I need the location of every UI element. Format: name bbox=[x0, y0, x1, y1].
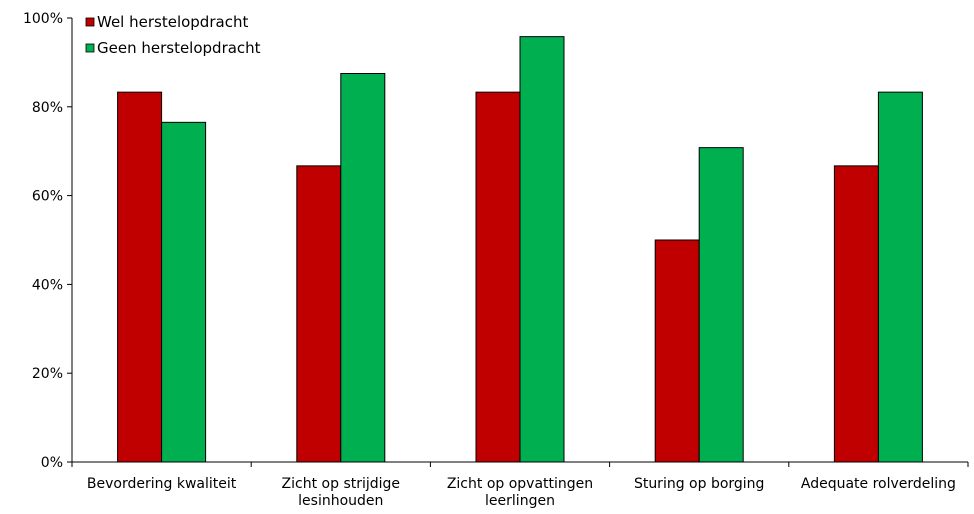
category-label: Adequate rolverdeling bbox=[801, 476, 956, 492]
y-tick-label: 60% bbox=[32, 189, 63, 205]
bar-geen-herstelopdracht-3 bbox=[698, 147, 744, 463]
legend-label: Wel herstelopdracht bbox=[97, 13, 248, 31]
legend-swatch bbox=[85, 43, 95, 53]
axes bbox=[71, 18, 969, 467]
bar-geen-herstelopdracht-4 bbox=[877, 91, 923, 463]
bar-geen-herstelopdracht-2 bbox=[519, 36, 565, 463]
bar-geen-herstelopdracht-0 bbox=[161, 121, 207, 463]
bar-wel-herstelopdracht-4 bbox=[833, 165, 879, 463]
x-axis-categories: Bevordering kwaliteit Zicht op strijdige l… bbox=[87, 476, 956, 509]
y-tick-label: 0% bbox=[41, 455, 63, 471]
category-label: Zicht op opvattingen leerlingen bbox=[447, 476, 593, 509]
bar-wel-herstelopdracht-2 bbox=[475, 91, 521, 463]
y-tick-label: 80% bbox=[32, 100, 63, 116]
legend: Wel herstelopdracht Geen herstelopdracht bbox=[85, 13, 261, 57]
category-label: Sturing op borging bbox=[634, 476, 765, 492]
category-label: Zicht op strijdige lesinhouden bbox=[282, 476, 401, 509]
bar-wel-herstelopdracht-3 bbox=[654, 239, 700, 463]
legend-swatch bbox=[85, 17, 95, 27]
category-label: Bevordering kwaliteit bbox=[87, 476, 237, 492]
bars bbox=[117, 36, 923, 463]
bar-geen-herstelopdracht-1 bbox=[340, 73, 386, 463]
y-tick-label: 40% bbox=[32, 277, 63, 293]
y-axis-ticks: 0% 20% 40% 60% 80% 100% bbox=[23, 11, 72, 471]
y-tick-label: 20% bbox=[32, 366, 63, 382]
y-tick-label: 100% bbox=[23, 11, 63, 27]
legend-label: Geen herstelopdracht bbox=[97, 39, 261, 57]
bar-wel-herstelopdracht-1 bbox=[296, 165, 342, 463]
bar-wel-herstelopdracht-0 bbox=[117, 91, 163, 463]
